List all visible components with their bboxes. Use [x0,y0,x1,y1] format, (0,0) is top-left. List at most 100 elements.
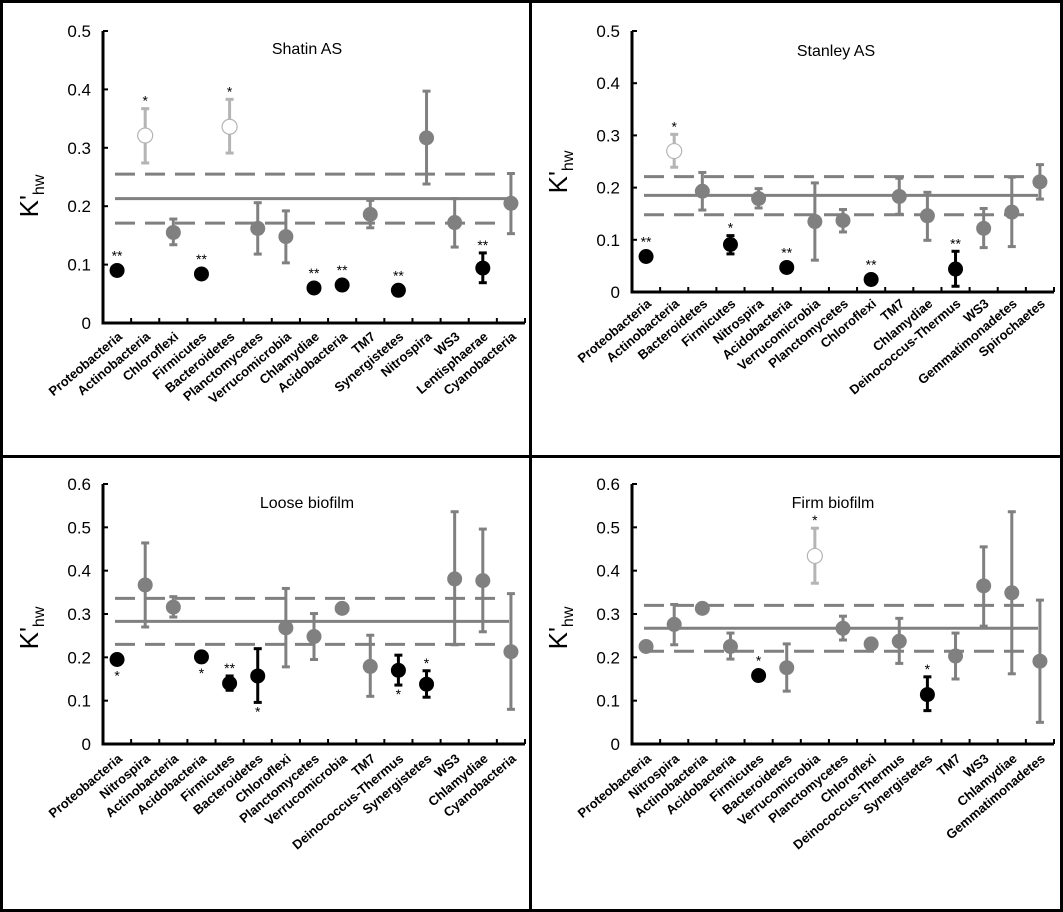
y-tick-label: 0.1 [596,692,620,711]
y-tick-label: 0.3 [67,605,91,624]
data-point [919,208,935,224]
y-tick-label: 0.1 [596,231,620,250]
y-tick-label: 0.2 [67,648,91,667]
y-axis-label-subscript: hw [560,606,577,627]
y-tick-label: 0.1 [67,692,91,711]
y-tick-label: 0.5 [596,518,620,537]
y-axis-label-main: K' [14,195,44,217]
data-point [306,629,322,645]
panel-frame-shatin [0,0,532,458]
y-axis-label: K'hw [543,150,577,193]
y-tick-label: 0 [611,283,620,302]
data-point [165,599,181,615]
y-tick-label: 0 [611,735,620,754]
data-point [638,639,654,654]
significance-marker: * [728,220,734,236]
data-point [447,215,463,231]
significance-marker: ** [196,251,207,267]
data-point-significant [193,649,209,665]
data-point-significant [109,652,125,667]
data-point [891,633,907,649]
data-point [835,620,851,636]
data-point-significant [419,676,435,692]
data-point-significant [109,262,125,278]
y-tick-label: 0.2 [596,648,620,667]
y-axis-label-main: K' [543,627,573,649]
y-tick-label: 0.5 [67,22,91,41]
data-point-significant [779,259,795,275]
significance-marker: ** [641,234,652,250]
data-point [1004,204,1020,220]
data-point [475,573,491,589]
y-axis-label-main: K' [543,171,573,193]
data-point [779,660,795,676]
data-point-open [221,118,238,135]
data-point [503,644,519,660]
data-point-significant [390,662,406,678]
y-tick-label: 0.4 [67,80,91,99]
y-axis-label: K'hw [14,174,48,217]
data-point [863,636,879,652]
data-point [447,571,463,587]
data-point-open [666,142,683,160]
data-point-significant [751,668,767,684]
data-point-significant [475,260,491,276]
y-tick-label: 0.4 [596,74,620,93]
panel-title: Stanley AS [797,43,875,60]
significance-marker: * [756,653,762,669]
data-point-significant [334,277,350,293]
data-point [1032,653,1048,669]
data-point [1004,585,1020,601]
significance-marker: * [812,512,818,528]
panel-title: Firm biofilm [792,495,875,512]
data-point-open [806,547,823,565]
panel-frame-firm-biofilm [529,455,1063,912]
category-label: TM7 [934,751,964,779]
data-point-open [137,127,154,144]
data-point [835,212,851,228]
data-point-significant [306,280,322,296]
significance-marker: ** [477,237,488,253]
y-axis-label-main: K' [14,627,44,649]
data-point [807,214,823,230]
data-point [666,616,682,632]
y-tick-label: 0.6 [596,475,620,494]
significance-marker: ** [950,235,961,251]
data-point [362,658,378,674]
data-point-significant [250,668,266,684]
significance-marker: ** [309,265,320,281]
data-point [751,191,767,207]
data-point [976,220,992,236]
data-point-significant [222,675,238,691]
panel-title: Loose biofilm [260,495,354,512]
y-tick-label: 0.2 [67,197,91,216]
significance-marker: ** [393,267,404,283]
data-point-significant [193,266,209,282]
data-point [694,183,710,199]
data-point [278,620,294,636]
significance-marker: ** [112,247,123,263]
data-point [362,206,378,222]
data-point-significant [722,236,738,252]
significance-marker: ** [781,244,792,260]
significance-marker: * [671,118,677,134]
data-point-significant [948,261,964,277]
panel-frame-loose-biofilm [0,455,532,912]
y-tick-label: 0.2 [596,179,620,198]
significance-marker: * [255,703,261,719]
y-axis-label: K'hw [543,606,577,649]
significance-marker: * [142,93,148,109]
y-tick-label: 0.6 [67,475,91,494]
significance-marker: * [396,686,402,702]
y-tick-label: 0 [82,314,91,333]
data-point [722,639,738,654]
data-point [1032,174,1048,190]
y-tick-label: 0.5 [67,518,91,537]
significance-marker: * [925,661,931,677]
data-point [976,578,992,594]
data-point [250,220,266,236]
y-axis-label-subscript: hw [560,150,577,171]
